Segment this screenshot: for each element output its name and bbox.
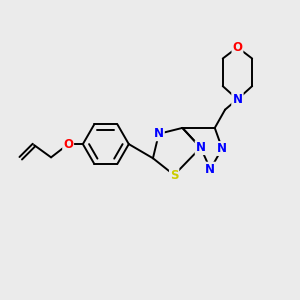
Text: S: S (170, 169, 178, 182)
Text: N: N (206, 163, 215, 176)
Text: O: O (63, 138, 73, 151)
Text: N: N (232, 93, 242, 106)
Text: N: N (217, 142, 227, 155)
Text: N: N (196, 141, 206, 154)
Text: N: N (154, 127, 164, 140)
Text: O: O (232, 41, 242, 54)
Text: N: N (232, 93, 242, 106)
